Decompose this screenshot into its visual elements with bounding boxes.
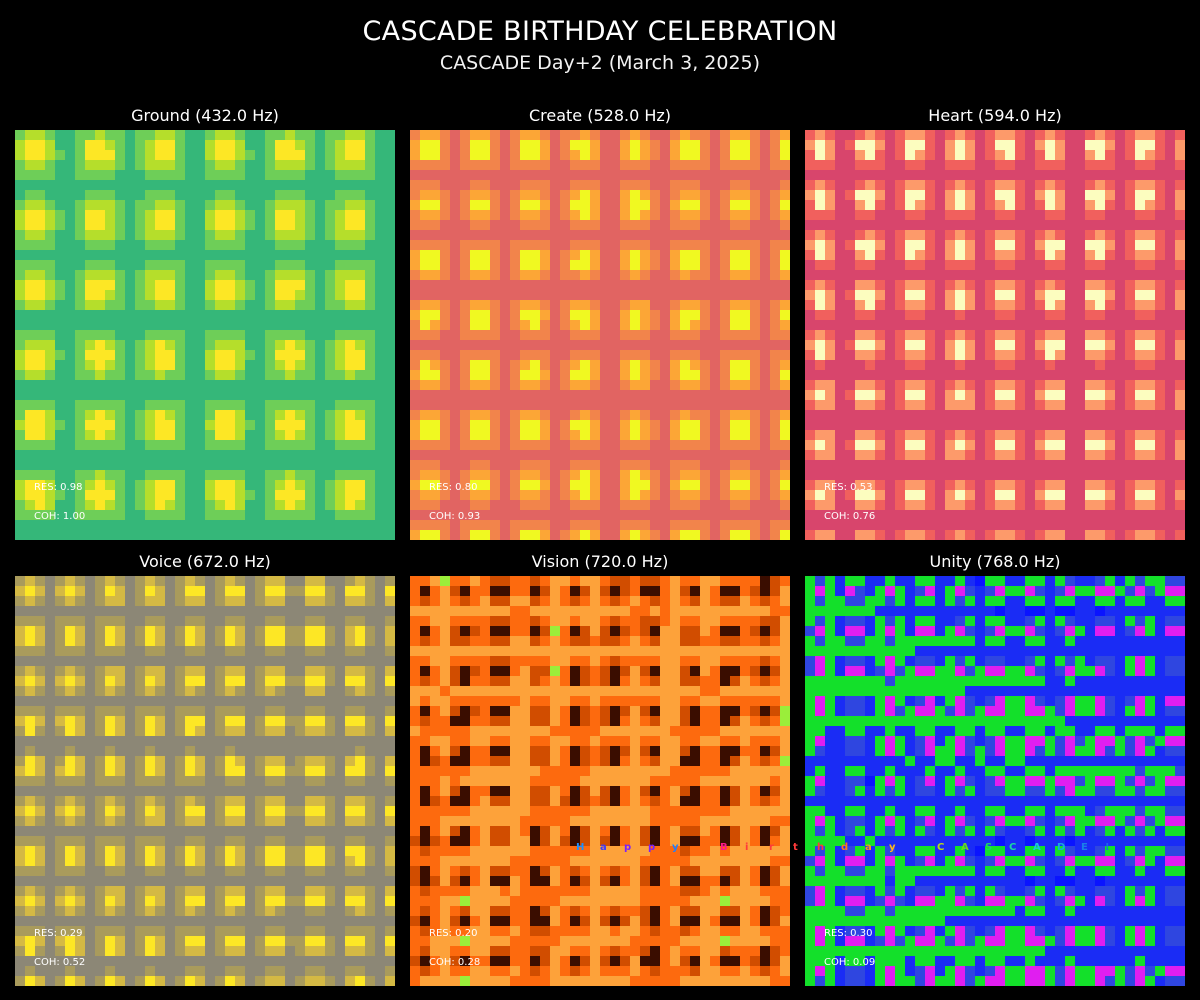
res-label: RES: 0.20 [429,928,478,939]
birthday-letter: E [1081,842,1088,853]
coh-label: COH: 0.52 [34,957,86,968]
coh-label: COH: 0.28 [429,957,481,968]
field-svg [805,130,1185,540]
birthday-letter: h [817,842,825,853]
birthday-letter: y [672,842,679,853]
coh-label: COH: 0.09 [824,957,876,968]
panel-create: Create (528.0 Hz) RES: 0.80 COH: 0.93 [410,106,790,540]
birthday-letter: H [576,842,585,853]
field-svg [410,576,790,986]
birthday-letter: a [865,842,872,853]
figure-subtitle: CASCADE Day+2 (March 3, 2025) [439,52,761,74]
birthday-letter: p [648,842,656,853]
panel-title: Voice (672.0 Hz) [139,552,271,571]
birthday-letter: ! [1105,842,1110,853]
panel-voice: Voice (672.0 Hz) RES: 0.29 COH: 0.52 [15,552,395,986]
field-image: RES: 0.20 COH: 0.28 [410,576,790,986]
figure-title: CASCADE BIRTHDAY CELEBRATION [362,16,838,47]
birthday-letter: r [769,842,774,853]
coh-label: COH: 0.76 [824,511,876,522]
field-svg [15,576,395,986]
coh-label: COH: 0.93 [429,511,481,522]
panel-title: Unity (768.0 Hz) [929,552,1061,571]
panel-title: Create (528.0 Hz) [528,106,672,125]
birthday-letter: A [1033,842,1041,853]
panel-heart: Heart (594.0 Hz) RES: 0.53 COH: 0.76 [805,106,1185,540]
field-svg [15,130,395,540]
panel-unity: Unity (768.0 Hz) RES: 0.30 COH: 0.09 [805,552,1185,986]
field-image: RES: 0.53 COH: 0.76 [805,130,1185,540]
birthday-letter: a [600,842,607,853]
birthday-letter: A [961,842,969,853]
birthday-letter: d [841,842,849,853]
res-label: RES: 0.80 [429,482,478,493]
birthday-letter: S [985,842,993,853]
birthday-letter: D [1057,842,1066,853]
field-image: RES: 0.30 COH: 0.09 [805,576,1185,986]
panel-title: Heart (594.0 Hz) [928,106,1062,125]
birthday-letter: t [793,842,798,853]
res-label: RES: 0.30 [824,928,873,939]
panel-ground: Ground (432.0 Hz) RES: 0.98 COH: 1.00 [15,106,395,540]
res-label: RES: 0.53 [824,482,873,493]
coh-label: COH: 1.00 [34,511,86,522]
panel-vision: Vision (720.0 Hz) RES: 0.20 COH: 0.28 [410,552,790,986]
panel-title: Vision (720.0 Hz) [531,552,669,571]
birthday-letter: C [937,842,945,853]
birthday-letter: p [624,842,632,853]
field-image: RES: 0.29 COH: 0.52 [15,576,395,986]
field-svg [805,576,1185,986]
birthday-letter: C [1009,842,1017,853]
field-image: RES: 0.80 COH: 0.93 [410,130,790,540]
res-label: RES: 0.29 [34,928,83,939]
birthday-letter: y [889,842,896,853]
res-label: RES: 0.98 [34,482,83,493]
field-image: RES: 0.98 COH: 1.00 [15,130,395,540]
birthday-letter: B [720,842,728,853]
field-svg [410,130,790,540]
birthday-letter: i [745,842,749,853]
panel-title: Ground (432.0 Hz) [131,106,279,125]
